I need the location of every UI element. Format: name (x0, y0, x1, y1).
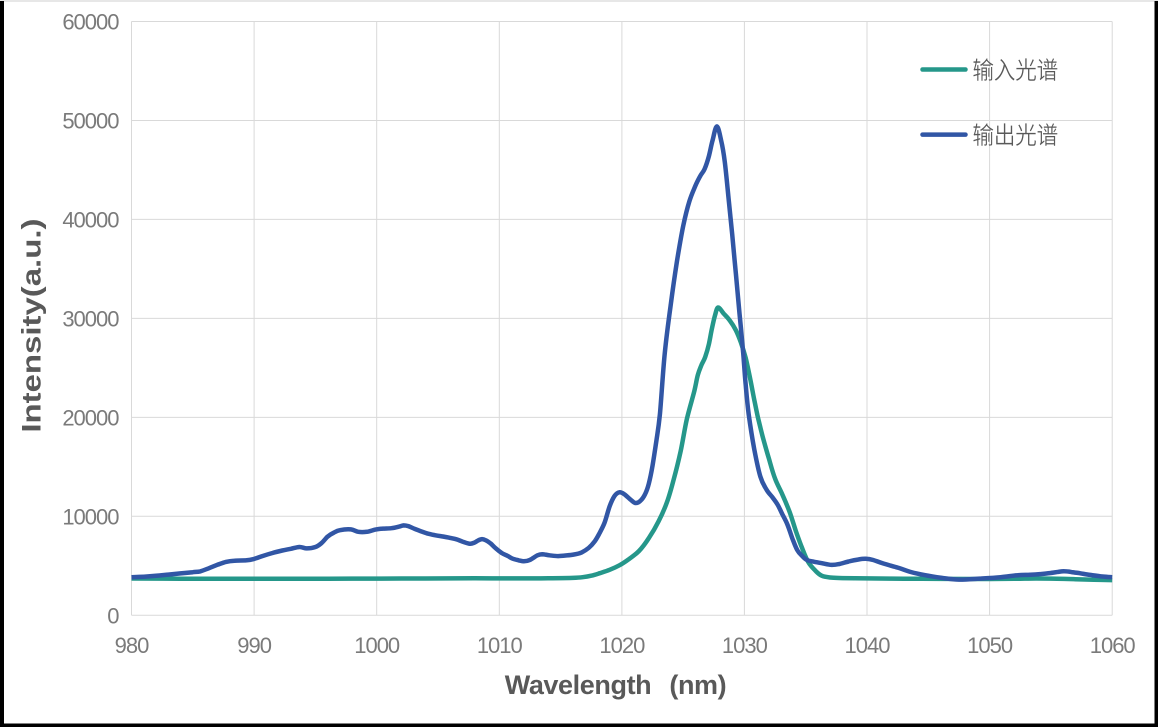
svg-text:990: 990 (237, 633, 271, 658)
svg-text:1050: 1050 (967, 633, 1013, 658)
svg-text:60000: 60000 (62, 10, 119, 35)
svg-text:1060: 1060 (1090, 633, 1136, 658)
svg-text:1040: 1040 (845, 633, 891, 658)
svg-text:10000: 10000 (62, 504, 119, 529)
svg-text:1030: 1030 (722, 633, 768, 658)
svg-text:1000: 1000 (354, 633, 400, 658)
svg-text:Intensity(a.u.): Intensity(a.u.) (17, 219, 47, 433)
svg-text:1010: 1010 (477, 633, 523, 658)
svg-text:40000: 40000 (62, 207, 119, 232)
svg-text:30000: 30000 (62, 306, 119, 331)
svg-text:20000: 20000 (62, 405, 119, 430)
svg-text:Wavelength (nm): Wavelength (nm) (505, 670, 727, 700)
svg-text:50000: 50000 (62, 109, 119, 134)
svg-text:980: 980 (115, 633, 149, 658)
svg-text:1020: 1020 (599, 633, 645, 658)
svg-text:0: 0 (107, 603, 119, 628)
